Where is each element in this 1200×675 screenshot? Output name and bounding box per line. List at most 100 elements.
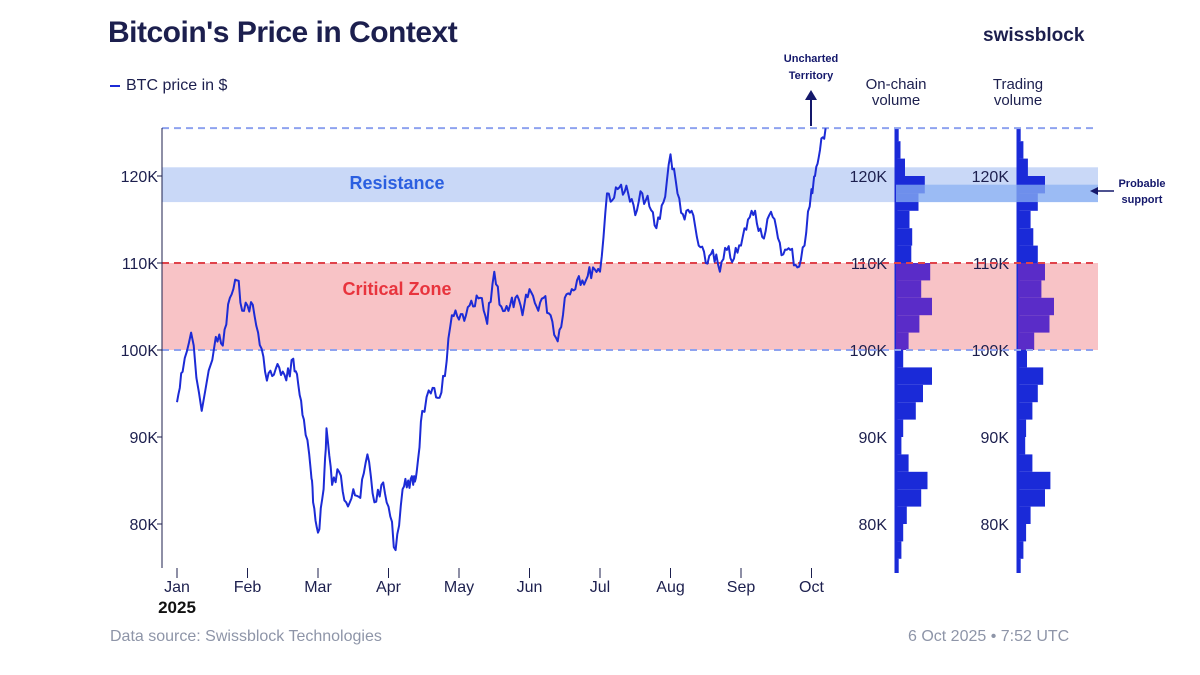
trading-volume-bar <box>1018 297 1054 316</box>
onchain-volume-bar <box>896 471 928 490</box>
price-layer <box>176 128 827 552</box>
btc-price-line <box>176 128 827 552</box>
onchain-volume-bar <box>896 506 907 524</box>
x-tick-label: Jun <box>517 579 543 596</box>
probable-support-band <box>896 184 1098 203</box>
y-tick-label: 90K <box>130 430 159 447</box>
volume-layer: 120K 110K 100K 90K 80K 120K 110K 100K 90K 80K <box>850 128 1098 573</box>
trading-volume-bar <box>1018 471 1051 490</box>
trading-volume-bar <box>1018 489 1045 507</box>
onchain-volume-bar <box>896 367 932 385</box>
trading-volume-bar <box>1018 210 1031 229</box>
trading-volume-bar <box>1018 402 1033 420</box>
brand-logo: swissblock <box>983 25 1085 46</box>
y-tick-label: 110K <box>122 256 159 273</box>
onchain-volume-bar <box>896 454 909 472</box>
legend-line-swatch <box>110 84 120 87</box>
uncharted-label-line2: Territory <box>789 70 834 82</box>
annotation-layer: Resistance Critical Zone Uncharted Terri… <box>342 53 1165 299</box>
x-tick-label: Mar <box>304 579 332 596</box>
onchain-volume-bar <box>896 437 902 455</box>
trading-volume-bar <box>1018 419 1027 437</box>
y-tick-label: 80K <box>130 517 159 534</box>
onchain-volume-bar <box>896 558 899 573</box>
trading-volume-bar <box>1018 315 1050 333</box>
onchain-volume-tick-label: 90K <box>859 430 888 447</box>
axis-layer: 80K 90K 100K 110K 120K Jan Feb Mar Apr May Jun Jul A… <box>121 128 825 617</box>
onchain-volume-bar <box>896 245 912 263</box>
zone-critical-zone <box>162 263 1098 350</box>
x-tick-label: Apr <box>376 579 402 596</box>
onchain-title-line1: On-chain <box>866 76 927 93</box>
onchain-volume-bar <box>896 350 904 368</box>
onchain-volume-bar <box>896 402 916 420</box>
onchain-volume-bar <box>896 489 922 507</box>
reference-lines-layer <box>162 127 1098 351</box>
onchain-volume-tick-label: 120K <box>850 169 888 186</box>
onchain-volume-tick-label: 110K <box>851 256 888 273</box>
zone-label-critical: Critical Zone <box>342 279 451 299</box>
trading-volume-bar <box>1018 541 1024 559</box>
legend-label: BTC price in $ <box>126 77 228 94</box>
trading-volume-bar <box>1018 128 1021 142</box>
trading-volume-bar <box>1018 367 1044 385</box>
trading-volume-bar <box>1018 350 1027 368</box>
trading-volume-bar <box>1018 384 1038 403</box>
trading-volume-tick-label: 110K <box>973 256 1010 273</box>
x-tick-label: Sep <box>727 579 756 596</box>
uncharted-label-line1: Uncharted <box>784 53 838 65</box>
chart-title: Bitcoin's Price in Context <box>108 16 458 49</box>
trading-volume-bar <box>1018 437 1026 455</box>
onchain-volume-bar <box>896 315 920 333</box>
onchain-volume-tick-label: 80K <box>859 517 888 534</box>
onchain-volume-bar <box>896 158 905 176</box>
trading-volume-bar <box>1018 141 1024 159</box>
onchain-volume-bar <box>896 524 904 542</box>
y-tick-label: 100K <box>121 343 159 360</box>
onchain-title-line2: volume <box>872 92 920 109</box>
trading-title-line1: Trading <box>993 76 1043 93</box>
onchain-volume-bar <box>896 332 909 350</box>
trading-volume-bar <box>1018 245 1038 263</box>
legend: BTC price in $ <box>110 77 227 95</box>
probable-arrow-head <box>1090 187 1098 195</box>
uncharted-arrow-head <box>805 90 817 100</box>
trading-volume-bar <box>1018 524 1027 542</box>
zone-label-resistance: Resistance <box>349 173 444 193</box>
probable-label-line2: support <box>1122 194 1163 206</box>
data-source: Data source: Swissblock Technologies <box>110 628 382 645</box>
trading-volume-bar <box>1018 280 1042 298</box>
trading-volume-bar <box>1018 332 1035 350</box>
onchain-volume-bar <box>896 280 922 298</box>
onchain-volume-bar <box>896 141 901 159</box>
onchain-volume-bar <box>896 297 932 316</box>
trading-volume-tick-label: 90K <box>981 430 1010 447</box>
onchain-volume-bar <box>896 128 899 142</box>
x-tick-label: Jul <box>590 579 610 596</box>
y-tick-label: 120K <box>121 169 159 186</box>
trading-volume-bar <box>1018 263 1045 281</box>
trading-volume-bar <box>1018 158 1028 176</box>
trading-volume-bar <box>1018 506 1031 524</box>
timestamp: 6 Oct 2025 • 7:52 UTC <box>908 628 1070 645</box>
x-year-label: 2025 <box>158 598 196 617</box>
trading-volume-tick-label: 120K <box>972 169 1010 186</box>
onchain-volume-bar <box>896 228 913 246</box>
onchain-volume-bar <box>896 419 904 437</box>
trading-volume-bar <box>1018 228 1034 246</box>
onchain-volume-bar <box>896 263 931 281</box>
x-tick-label: May <box>444 579 474 596</box>
onchain-volume-bar <box>896 384 923 403</box>
onchain-volume-bar <box>896 210 910 229</box>
trading-title-line2: volume <box>994 92 1042 109</box>
trading-volume-tick-label: 100K <box>972 343 1010 360</box>
x-tick-label: Oct <box>799 579 824 596</box>
probable-label-line1: Probable <box>1118 178 1165 190</box>
onchain-volume-tick-label: 100K <box>850 343 888 360</box>
x-tick-label: Aug <box>656 579 684 596</box>
trading-volume-tick-label: 80K <box>981 517 1010 534</box>
onchain-volume-bar <box>896 541 902 559</box>
trading-volume-bar <box>1018 558 1021 573</box>
x-tick-label: Feb <box>234 579 262 596</box>
